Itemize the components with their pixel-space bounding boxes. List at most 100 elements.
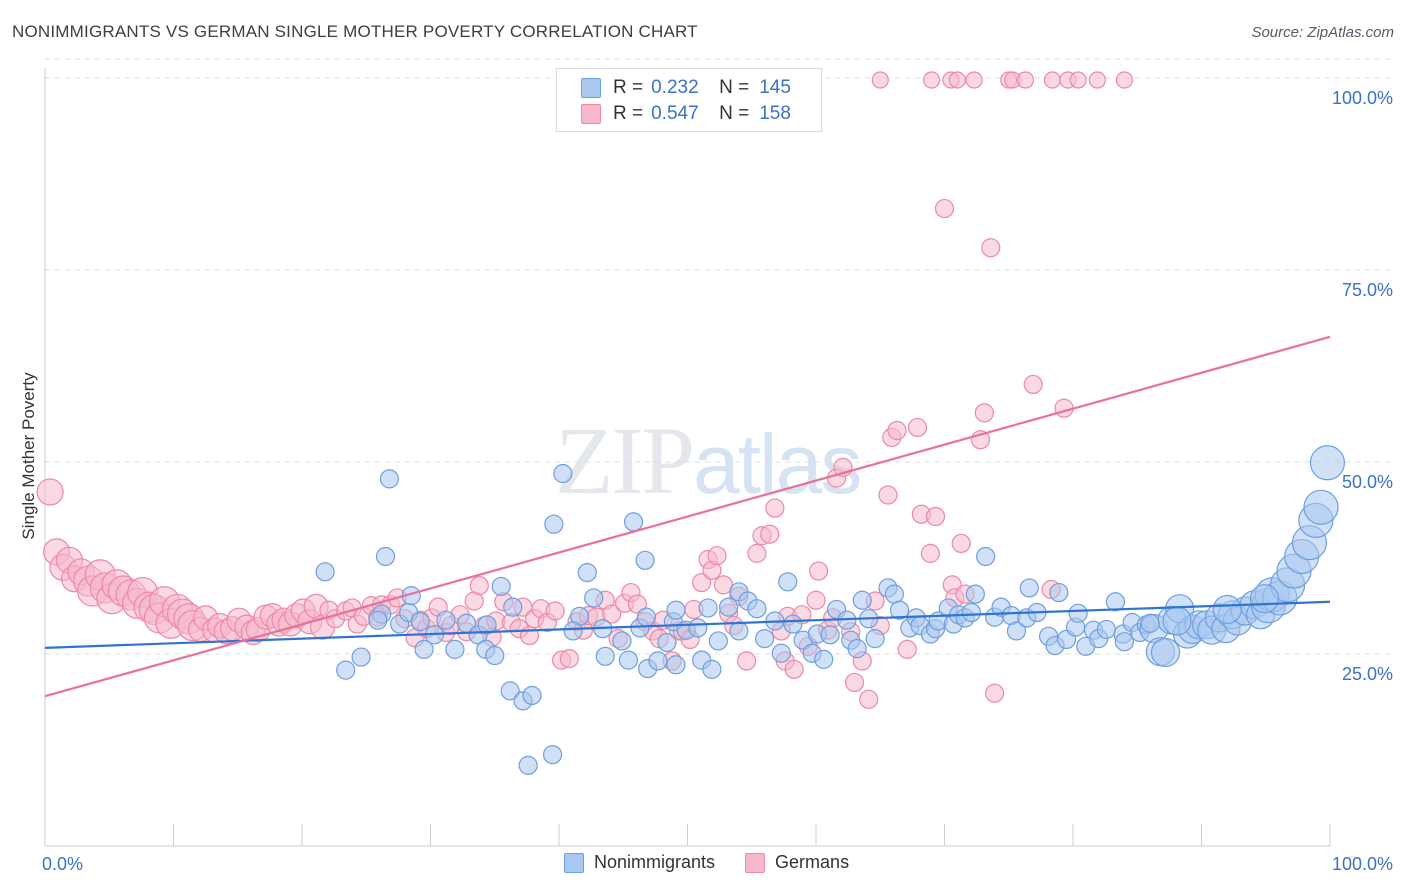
y-tick-label: 25.0%: [1342, 664, 1393, 684]
germans-point: [469, 576, 489, 596]
germans-point: [951, 533, 971, 554]
x-tick-label: 100.0%: [1332, 854, 1393, 874]
nonimmigrants-point: [379, 469, 399, 489]
germans-point: [602, 604, 622, 624]
nonimmigrants-point: [375, 546, 396, 567]
germans-point: [965, 71, 983, 89]
nonimmigrants-point: [852, 590, 872, 610]
legend-row-nonimmigrants: R = 0.232 N = 145: [581, 77, 791, 99]
nonimmigrants-point: [351, 647, 371, 667]
nonimmigrants-point: [414, 639, 434, 659]
germans-point: [907, 417, 928, 438]
nonimmigrants-point: [553, 463, 573, 484]
nonimmigrants-point: [865, 629, 885, 649]
nonimmigrants-point: [544, 514, 564, 534]
y-tick-label: 100.0%: [1332, 88, 1393, 108]
nonimmigrants-point: [368, 610, 388, 630]
y-tick-label: 75.0%: [1342, 280, 1393, 300]
legend: R = 0.232 N = 145 R = 0.547 N = 158: [556, 68, 822, 132]
source-label: Source: ZipAtlas.com: [1251, 24, 1394, 41]
nonimmigrants-point: [783, 614, 803, 634]
nonimmigrants-point: [1049, 582, 1069, 603]
nonimmigrants-point: [1019, 578, 1039, 598]
nonimmigrants-trend-line: [44, 600, 1331, 649]
germans-point: [747, 543, 767, 563]
germans-point: [737, 651, 757, 671]
nonimmigrants-point: [771, 643, 791, 663]
nonimmigrants-point: [754, 629, 775, 649]
series-legend-germans: Germans: [745, 852, 849, 873]
legend-r-label: R =: [613, 77, 644, 98]
nonimmigrants-point: [889, 600, 910, 620]
y-tick-label: 50.0%: [1342, 472, 1393, 492]
nonimmigrants-point: [666, 600, 686, 620]
germans-point: [1016, 71, 1035, 89]
nonimmigrants-point: [814, 649, 834, 669]
germans-point: [1115, 71, 1134, 89]
nonimmigrants-point: [965, 584, 985, 604]
germans-point: [1023, 374, 1043, 395]
legend-swatch-blue: [581, 78, 601, 98]
germans-point: [1088, 71, 1107, 89]
nonimmigrants-point: [623, 512, 644, 532]
nonimmigrants-point: [584, 588, 604, 608]
nonimmigrants-point: [635, 550, 655, 570]
germans-point: [887, 420, 907, 441]
germans-point: [1069, 71, 1087, 89]
trend-lines: [44, 335, 1331, 698]
germans-point: [559, 649, 579, 669]
x-tick-label: 0.0%: [42, 854, 83, 874]
legend-r-value: 0.232: [651, 77, 699, 98]
legend-r-label: R =: [613, 103, 644, 124]
tick-labels: 25.0% 50.0% 75.0% 100.0% 0.0% 100.0%: [42, 88, 1393, 874]
nonimmigrants-point: [522, 685, 542, 706]
legend-n-label: N =: [719, 77, 750, 98]
germans-point: [806, 590, 826, 610]
germans-point: [36, 478, 64, 506]
nonimmigrants-point: [702, 659, 722, 679]
germans-point: [692, 572, 712, 593]
nonimmigrants-point: [1068, 603, 1088, 623]
nonimmigrants-point: [778, 572, 798, 592]
nonimmigrants-point: [542, 745, 563, 765]
germans-point: [934, 198, 955, 219]
nonimmigrants-point: [1309, 445, 1346, 481]
legend-n-value: 158: [759, 103, 791, 124]
nonimmigrants-point: [410, 612, 430, 632]
series-legend-nonimmigrants: Nonimmigrants: [564, 852, 715, 873]
series-legend: Nonimmigrants Germans: [564, 852, 879, 873]
nonimmigrants-point: [1162, 606, 1192, 636]
nonimmigrants-point: [729, 621, 749, 641]
nonimmigrants-point: [666, 655, 686, 675]
nonimmigrants-point: [436, 610, 456, 630]
watermark-zip: ZIP: [555, 407, 695, 514]
germans-point: [925, 506, 946, 527]
germans-point: [1043, 71, 1062, 89]
nonimmigrants-point: [503, 597, 523, 617]
series-label-nonimmigrants: Nonimmigrants: [594, 852, 716, 872]
germans-point: [878, 485, 898, 505]
germans-point: [985, 683, 1005, 703]
germans-point: [707, 546, 727, 566]
nonimmigrants-point: [1105, 592, 1126, 612]
nonimmigrants-point: [1096, 619, 1117, 640]
nonimmigrants-point: [1114, 632, 1135, 652]
nonimmigrants-point: [820, 625, 840, 645]
germans-point: [844, 672, 865, 693]
nonimmigrants-point: [563, 621, 583, 641]
nonimmigrants-point: [708, 631, 728, 651]
germans-point: [627, 594, 647, 614]
legend-n-value: 145: [759, 77, 791, 98]
nonimmigrants-point: [1303, 489, 1339, 525]
nonimmigrants-point: [445, 639, 465, 659]
nonimmigrants-point: [719, 597, 739, 617]
axes: [44, 68, 1331, 847]
nonimmigrants-point: [657, 632, 677, 653]
nonimmigrants-points: [315, 445, 1346, 775]
nonimmigrants-point: [595, 646, 615, 666]
nonimmigrants-point: [884, 584, 904, 604]
nonimmigrants-point: [688, 618, 708, 638]
germans-point: [784, 659, 804, 679]
germans-point: [545, 601, 565, 621]
germans-point: [948, 71, 966, 89]
